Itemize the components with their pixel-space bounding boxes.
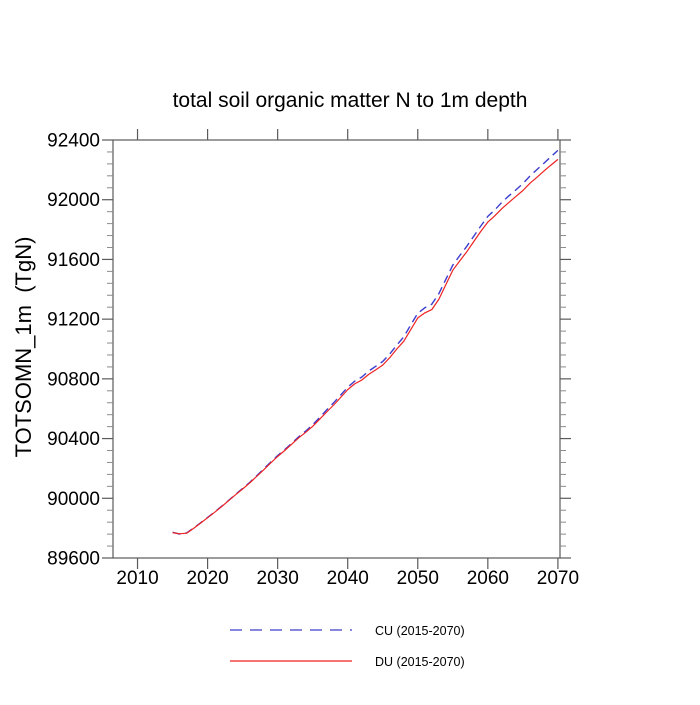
plot-frame [112,139,561,559]
legend: CU (2015-2070) DU (2015-2070) [230,624,465,669]
y-tick-label: 90400 [47,429,100,450]
x-tick-label: 2060 [467,568,509,589]
y-tick-label: 92000 [47,190,100,211]
y-tick-label: 89600 [47,549,100,570]
y-tick-label: 90000 [47,489,100,510]
x-tick-label: 2050 [397,568,439,589]
x-tick-label: 2020 [186,568,228,589]
series-du-line [172,158,559,535]
y-tick-label: 90800 [47,369,100,390]
x-tick-label: 2070 [537,568,579,589]
y-axis-title: TOTSOMN_1m (TgN) [11,237,36,458]
legend-label-du: DU (2015-2070) [375,655,465,669]
axis-ticks [102,129,571,569]
y-tick-label: 92400 [47,131,100,152]
x-tick-label: 2010 [116,568,158,589]
y-tick-labels: 89600 90000 90400 90800 91200 91600 92000 92400 [47,131,100,570]
series-cu-line [172,149,559,535]
y-tick-label: 91600 [47,250,100,271]
data-series [172,149,559,535]
plot-border [112,139,561,559]
x-tick-label: 2040 [327,568,369,589]
x-tick-labels: 2010 2020 2030 2040 2050 2060 2070 [116,568,579,589]
x-tick-label: 2030 [257,568,299,589]
y-tick-label: 91200 [47,310,100,331]
legend-label-cu: CU (2015-2070) [375,624,465,638]
chart-title: total soil organic matter N to 1m depth [173,89,528,112]
